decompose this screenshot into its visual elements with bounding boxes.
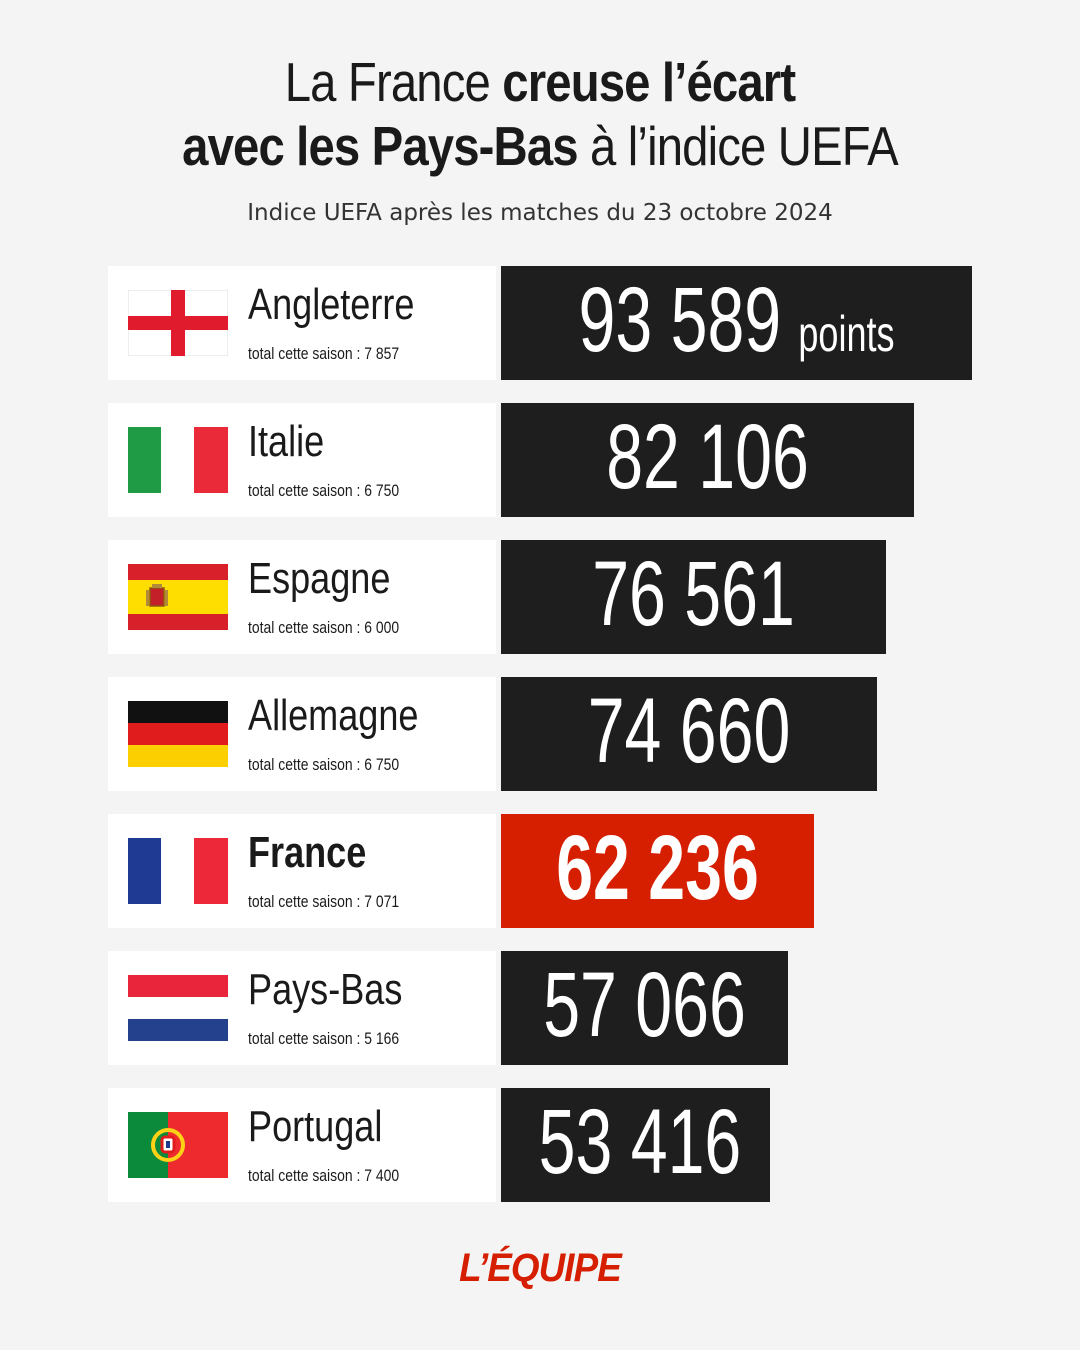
title-part: à l’indice UEFA <box>577 115 899 177</box>
value-label: 93 589 <box>578 269 782 371</box>
value-bar: 57 066 <box>501 951 788 1065</box>
country-card: Espagne total cette saison : 6 000 <box>108 540 496 654</box>
value-bar: 53 416 <box>501 1088 770 1202</box>
spain-flag-icon <box>128 564 228 630</box>
value-bar: 74 660 <box>501 677 877 791</box>
country-card: Allemagne total cette saison : 6 750 <box>108 677 496 791</box>
title-part: avec les Pays-Bas <box>182 115 579 177</box>
country-name: Portugal <box>248 1102 383 1151</box>
value-label-group: 57 066 <box>541 955 748 1055</box>
italy-flag-icon <box>128 427 228 493</box>
chart-subtitle: Indice UEFA après les matches du 23 octo… <box>247 200 833 226</box>
value-label-group: 93 589 points <box>567 270 906 370</box>
country-name: Espagne <box>248 554 391 603</box>
unit-label: points <box>798 306 895 362</box>
england-flag-icon <box>128 290 228 356</box>
season-total-label: total cette saison : 6 000 <box>248 618 400 637</box>
value-bar: 82 106 <box>501 403 914 517</box>
season-total-label: total cette saison : 6 750 <box>248 755 400 774</box>
season-total-label: total cette saison : 7 400 <box>248 1166 400 1185</box>
portugal-flag-icon <box>128 1112 228 1178</box>
value-label-group: 82 106 <box>559 407 856 507</box>
season-total-label: total cette saison : 7 857 <box>248 344 400 363</box>
country-card: Angleterre total cette saison : 7 857 <box>108 266 496 380</box>
value-label: 53 416 <box>538 1091 742 1193</box>
season-total-label: total cette saison : 5 166 <box>248 1029 400 1048</box>
value-bar: 62 236 <box>501 814 814 928</box>
country-name: Angleterre <box>248 280 415 329</box>
germany-flag-icon <box>128 701 228 767</box>
country-card: France total cette saison : 7 071 <box>108 814 496 928</box>
netherlands-flag-icon <box>128 975 228 1041</box>
chart-title: La France creuse l’écart avec les Pays-B… <box>76 50 1005 178</box>
value-label-group: 74 660 <box>554 681 825 781</box>
country-name: Pays-Bas <box>248 965 403 1014</box>
value-label: 76 561 <box>592 543 795 645</box>
season-total-label: total cette saison : 6 750 <box>248 481 400 500</box>
lequipe-logo: L’ÉQUIPE <box>459 1246 622 1290</box>
value-label-group: 76 561 <box>555 544 832 644</box>
value-label: 62 236 <box>556 817 759 919</box>
country-card: Portugal total cette saison : 7 400 <box>108 1088 496 1202</box>
value-label: 74 660 <box>587 680 791 782</box>
value-bar: 93 589 points <box>501 266 972 380</box>
title-line-2: avec les Pays-Bas à l’indice UEFA <box>76 114 1005 178</box>
country-card: Italie total cette saison : 6 750 <box>108 403 496 517</box>
value-bar: 76 561 <box>501 540 886 654</box>
france-flag-icon <box>128 838 228 904</box>
value-label-group: 53 416 <box>539 1092 742 1192</box>
country-name: Italie <box>248 417 325 466</box>
season-total-label: total cette saison : 7 071 <box>248 892 400 911</box>
country-card: Pays-Bas total cette saison : 5 166 <box>108 951 496 1065</box>
country-name: Allemagne <box>248 691 419 740</box>
value-label: 82 106 <box>606 406 809 508</box>
title-part: creuse l’écart <box>502 51 796 113</box>
value-label: 57 066 <box>543 954 746 1056</box>
title-line-1: La France creuse l’écart <box>76 50 1005 114</box>
title-part: La France <box>284 51 503 113</box>
country-name: France <box>248 828 367 877</box>
value-label-group: 62 236 <box>545 818 770 918</box>
